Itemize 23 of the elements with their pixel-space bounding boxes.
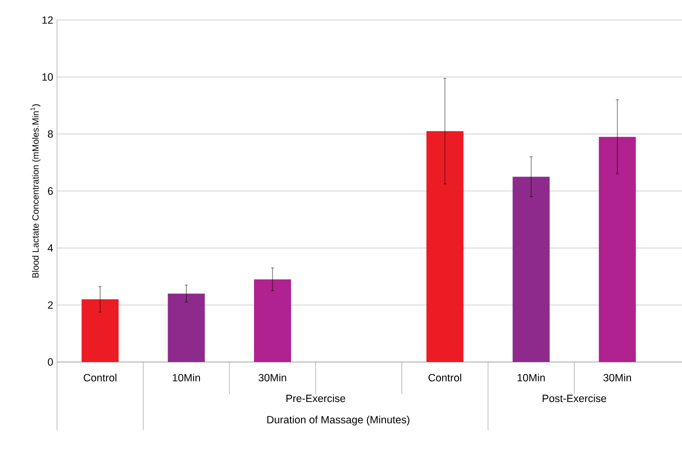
x-tick-label: 30Min bbox=[258, 374, 286, 382]
text: Pre-Exercise bbox=[286, 394, 346, 402]
x-tick-label: 10Min bbox=[518, 374, 545, 382]
y-tick-label: 12 bbox=[42, 16, 53, 24]
bar bbox=[254, 279, 292, 362]
y-tick-label: 6 bbox=[48, 187, 53, 195]
text: Post-Exercise bbox=[542, 394, 606, 402]
x-tick-label: 30Min bbox=[603, 374, 631, 382]
y-tick-label: 4 bbox=[48, 244, 53, 252]
x-axis-title: Duration of Massage (Minutes) bbox=[267, 416, 410, 426]
y-tick-label: 10 bbox=[42, 73, 53, 81]
x-tick-label: Control bbox=[84, 374, 116, 382]
x-tick-label: 10Min bbox=[172, 374, 200, 382]
bar bbox=[512, 176, 550, 362]
y-tick-label: 8 bbox=[48, 130, 53, 138]
bar bbox=[82, 299, 119, 362]
bar bbox=[598, 136, 636, 362]
x-tick-label: Control bbox=[428, 374, 462, 382]
y-tick-label: 2 bbox=[48, 301, 53, 309]
bar bbox=[168, 294, 205, 362]
bar bbox=[426, 131, 464, 362]
y-axis-title: Blood Lactate Concentration (mMoles.Min$^{1}$) bbox=[30, 104, 40, 278]
y-tick-label: 0 bbox=[48, 358, 53, 366]
